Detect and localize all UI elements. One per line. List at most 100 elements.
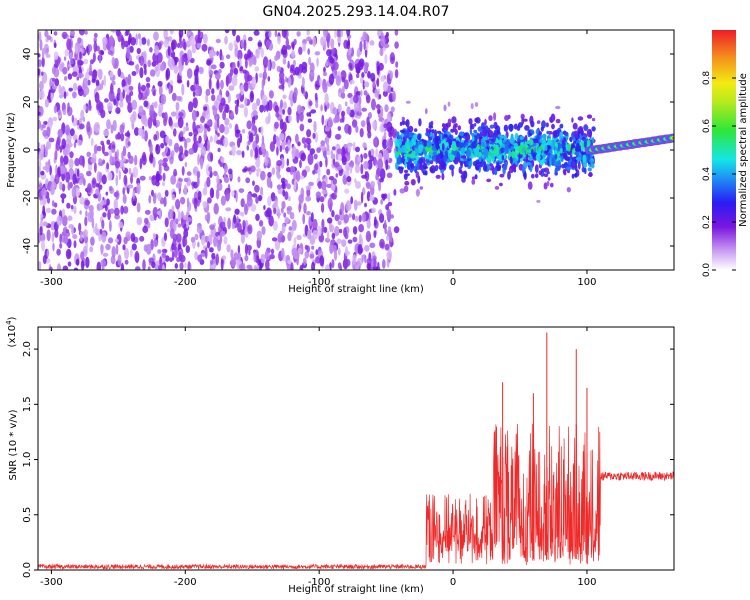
spectrogram-cell xyxy=(210,64,217,70)
spectrogram-cell xyxy=(488,130,494,138)
spectrogram-cell xyxy=(337,220,342,226)
spectrogram-cell xyxy=(277,208,281,220)
spectrogram-cell xyxy=(157,265,161,270)
spectrogram-cell xyxy=(51,180,57,190)
spectrogram-cell xyxy=(105,191,109,196)
spectrogram-cell xyxy=(311,245,315,250)
spectrogram-cell xyxy=(197,66,204,73)
spectrogram-cell xyxy=(62,66,68,75)
spectrogram-cell xyxy=(99,172,103,184)
spectrogram-cell xyxy=(114,151,117,158)
spectrogram-cell xyxy=(146,82,151,89)
spectrogram-cell xyxy=(306,112,310,117)
spectrogram-cell xyxy=(42,129,48,137)
spectrogram-cell xyxy=(389,70,394,80)
spectrogram-cell xyxy=(72,91,77,99)
spectrogram-cell xyxy=(387,139,393,150)
spectrogram-cell xyxy=(196,225,203,234)
spectrogram-cell xyxy=(493,112,497,121)
spectrogram-cell xyxy=(56,263,62,270)
spectrogram-cell xyxy=(183,126,186,135)
spectrogram-cell xyxy=(311,261,316,270)
colorbar-ticks: 0.0 0.2 0.4 0.6 0.8 xyxy=(702,71,736,277)
spectrogram-cell xyxy=(79,196,85,205)
spectrogram-cell xyxy=(285,37,289,49)
spectrogram-cell xyxy=(179,40,183,49)
spectrogram-cell xyxy=(371,98,376,111)
spectrogram-cell xyxy=(113,98,117,106)
spectrogram-cell xyxy=(61,138,66,149)
spectrogram-cell xyxy=(461,177,466,183)
spectrogram-cell xyxy=(281,44,287,56)
spectrogram-cell xyxy=(52,116,58,122)
spectrogram-cell xyxy=(447,101,451,107)
spectrogram-cell xyxy=(82,77,89,90)
spectrogram-cell xyxy=(326,183,333,188)
spectrogram-cell xyxy=(111,80,116,86)
chart-title: GN04.2025.293.14.04.R07 xyxy=(263,4,450,20)
spectrogram-cell xyxy=(281,247,285,259)
spectrogram-cell xyxy=(220,156,225,163)
spectrogram-cell xyxy=(228,42,233,51)
spectrogram-cell xyxy=(181,83,185,96)
spectrogram-cell xyxy=(164,189,169,197)
spectrogram-cell xyxy=(381,119,385,132)
spectrogram-cell xyxy=(243,53,249,60)
spectrogram-cell xyxy=(468,118,473,125)
spectrogram-y-axis-label: Frequency (Hz) xyxy=(6,112,17,188)
spectrogram-cell xyxy=(349,96,354,105)
spectrogram-cell xyxy=(167,45,171,57)
spectrogram-cell xyxy=(125,30,130,36)
x-tick-label: 0 xyxy=(450,277,456,288)
spectrogram-cell xyxy=(411,150,416,157)
spectrogram-cell xyxy=(286,167,292,173)
spectrogram-cell xyxy=(207,197,212,204)
y-tick-label: 1.5 xyxy=(22,396,33,412)
spectrogram-cell xyxy=(217,241,222,252)
spectrogram-cell xyxy=(346,176,352,183)
spectrogram-cell xyxy=(149,214,155,222)
spectrogram-cell xyxy=(503,124,509,132)
spectrogram-cell xyxy=(301,76,305,88)
spectrogram-cell xyxy=(328,73,335,85)
spectrogram-cell xyxy=(458,142,464,148)
spectrogram-cell xyxy=(468,161,472,166)
spectrogram-cell xyxy=(341,146,346,159)
spectrogram-cell xyxy=(541,134,547,140)
spectrogram-cell xyxy=(319,196,325,203)
spectrogram-cell xyxy=(229,123,232,129)
spectrogram-cell xyxy=(132,111,137,121)
spectrogram-cell xyxy=(162,162,168,168)
spectrogram-cell xyxy=(79,210,82,215)
spectrogram-cell xyxy=(177,42,180,49)
spectrogram-cell xyxy=(394,69,399,79)
spectrogram-cell xyxy=(253,56,257,66)
spectrogram-cell xyxy=(326,230,330,241)
spectrogram-cell xyxy=(580,151,587,155)
spectrogram-cell xyxy=(139,55,145,67)
spectrogram-cell xyxy=(286,183,291,190)
spectrogram-cell xyxy=(131,243,137,251)
x-tick-label: -100 xyxy=(308,277,331,288)
spectrogram-cell xyxy=(561,143,566,148)
spectrogram-cell xyxy=(160,63,165,72)
spectrogram-cell xyxy=(186,217,193,223)
spectrogram-x-axis-label: Height of straight line (km) xyxy=(288,284,424,295)
spectrogram-cell xyxy=(377,261,380,268)
spectrogram-cell xyxy=(367,130,372,139)
spectrogram-cell xyxy=(238,188,245,194)
spectrogram-cell xyxy=(329,242,334,254)
spectrogram-cell xyxy=(239,211,243,216)
spectrogram-cell xyxy=(314,51,321,56)
spectrogram-cell xyxy=(42,221,49,227)
spectrogram-cell xyxy=(281,30,287,38)
spectrogram-cell xyxy=(395,61,399,68)
spectrogram-cell xyxy=(474,148,479,157)
spectrogram-cell xyxy=(79,117,82,125)
spectrogram-cell xyxy=(39,89,45,100)
spectrogram-cell xyxy=(330,182,336,192)
spectrogram-cell xyxy=(100,244,104,252)
spectrogram-cell xyxy=(271,237,278,242)
spectrogram-cell xyxy=(532,138,539,144)
y-tick-label: 40 xyxy=(22,48,33,61)
